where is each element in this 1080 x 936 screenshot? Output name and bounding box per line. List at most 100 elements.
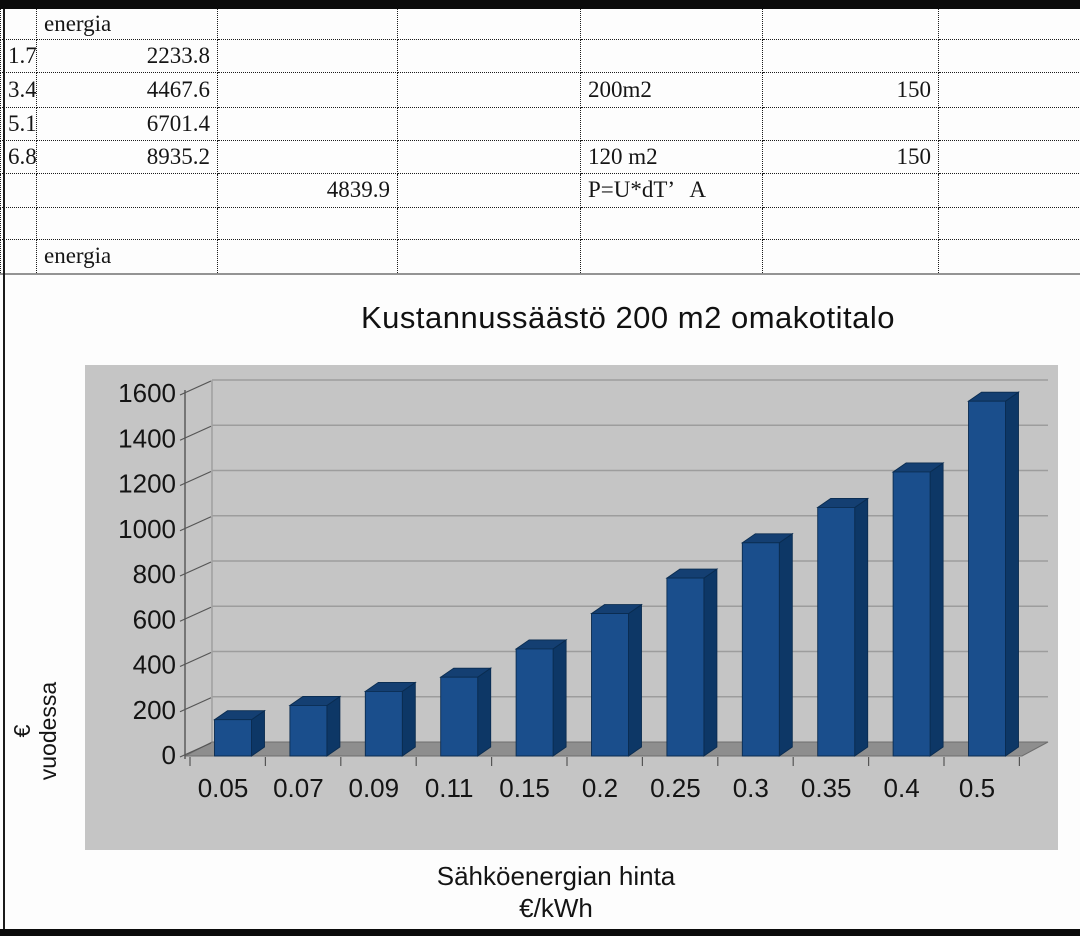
y-tick-label: 200 bbox=[133, 695, 176, 725]
table-row bbox=[0, 206, 1080, 240]
y-tick bbox=[179, 470, 212, 487]
bar bbox=[967, 391, 1020, 757]
table-cell bbox=[0, 206, 37, 240]
y-tick bbox=[179, 742, 212, 758]
table-cell bbox=[217, 71, 398, 108]
x-tick-label: 0.15 bbox=[499, 773, 550, 803]
spreadsheet-table: energia 1.7 2233.8 3.4 4467.6 200m2 150 5.1 6701… bbox=[0, 9, 1080, 275]
table-cell: 150 bbox=[762, 71, 939, 108]
table-cell: 4839.9 bbox=[217, 172, 398, 208]
x-tick-label: 0.11 bbox=[425, 773, 474, 803]
bar-front-face bbox=[364, 690, 403, 757]
y-tick-label: 0 bbox=[162, 740, 176, 770]
x-axis-title-line1: Sähköenergian hinta bbox=[436, 861, 676, 891]
table-cell bbox=[217, 9, 398, 40]
bar-front-face bbox=[892, 471, 931, 757]
table-top-border bbox=[0, 0, 1080, 9]
table-cell bbox=[0, 238, 37, 275]
chart-title: Kustannussäästö 200 m2 omakotitalo bbox=[361, 300, 895, 335]
table-row: energia bbox=[0, 238, 1080, 275]
x-tick-label: 0.07 bbox=[273, 773, 324, 803]
table-cell bbox=[397, 9, 581, 40]
bar bbox=[740, 532, 794, 757]
x-tick-label: 0.25 bbox=[650, 773, 701, 803]
table-cell bbox=[580, 238, 763, 275]
table-cell bbox=[36, 172, 218, 208]
bar-front-face bbox=[440, 676, 479, 757]
x-tick-label: 0.4 bbox=[884, 773, 920, 803]
bar bbox=[514, 639, 568, 757]
x-tick-label: 0.2 bbox=[582, 773, 618, 803]
bar-side-face bbox=[1005, 391, 1019, 757]
bar-side-face bbox=[552, 639, 567, 757]
bar bbox=[439, 667, 493, 757]
bar-side-face bbox=[477, 667, 492, 757]
bar-front-face bbox=[214, 719, 252, 757]
y-tick bbox=[179, 425, 212, 441]
table-cell bbox=[397, 71, 581, 108]
y-tick bbox=[179, 697, 212, 713]
x-tick-label: 0.35 bbox=[801, 773, 852, 803]
table-cell bbox=[938, 206, 1080, 240]
bar-front-face bbox=[515, 648, 554, 757]
table-cell bbox=[580, 106, 763, 141]
x-axis-title-line2: €/kWh bbox=[519, 893, 593, 923]
table-cell bbox=[762, 38, 939, 73]
y-axis-title-line: € bbox=[9, 724, 35, 737]
table-cell bbox=[762, 106, 939, 141]
table-row: 3.4 4467.6 200m2 150 bbox=[0, 71, 1080, 108]
y-tick bbox=[179, 561, 212, 577]
table-cell bbox=[938, 238, 1080, 275]
bar-side-face bbox=[854, 497, 869, 757]
table-cell: 1.7 bbox=[0, 38, 37, 73]
table-cell bbox=[762, 206, 939, 240]
table-cell bbox=[217, 206, 398, 240]
table-cell: 200m2 bbox=[580, 71, 763, 108]
y-tick-label: 600 bbox=[133, 604, 176, 634]
y-tick-label: 400 bbox=[133, 650, 176, 680]
bar-front-face bbox=[741, 542, 780, 757]
x-tick-label: 0.09 bbox=[348, 773, 399, 803]
bar-side-face bbox=[401, 681, 416, 757]
table-cell bbox=[938, 9, 1080, 40]
table-cell bbox=[938, 139, 1080, 174]
table-cell: 3.4 bbox=[0, 71, 37, 108]
table-cell: 6701.4 bbox=[36, 106, 218, 141]
table-cell: energia bbox=[36, 238, 218, 275]
table-cell: 2233.8 bbox=[36, 38, 218, 73]
table-cell bbox=[938, 172, 1080, 208]
y-tick bbox=[179, 516, 212, 532]
bar-side-face bbox=[326, 695, 341, 757]
bar bbox=[665, 568, 719, 757]
page-left-border bbox=[3, 9, 5, 929]
y-tick-label: 1600 bbox=[118, 378, 176, 408]
y-tick-label: 1000 bbox=[118, 514, 176, 544]
bar-side-face bbox=[703, 568, 718, 757]
table-body: energia 1.7 2233.8 3.4 4467.6 200m2 150 5.1 6701… bbox=[0, 9, 1080, 275]
table-cell bbox=[580, 9, 763, 40]
bar-front-face bbox=[289, 705, 328, 757]
y-tick-label: 800 bbox=[133, 559, 176, 589]
table-cell bbox=[938, 71, 1080, 108]
table-cell bbox=[0, 172, 37, 208]
bar-front-face bbox=[591, 613, 629, 757]
page-bottom-border bbox=[0, 929, 1080, 936]
bar-side-face bbox=[778, 532, 793, 757]
bar bbox=[288, 695, 342, 757]
table-cell: energia bbox=[36, 9, 218, 40]
y-tick bbox=[179, 606, 212, 622]
bar-front-face bbox=[817, 507, 856, 757]
table-row: 1.7 2233.8 bbox=[0, 38, 1080, 73]
table-cell bbox=[762, 9, 939, 40]
bar bbox=[363, 681, 417, 757]
bar-front-face bbox=[666, 577, 705, 757]
table-cell bbox=[938, 38, 1080, 73]
table-cell bbox=[938, 106, 1080, 141]
x-tick-label: 0.5 bbox=[959, 773, 995, 803]
table-cell bbox=[397, 38, 581, 73]
table-cell bbox=[580, 38, 763, 73]
table-row: 5.1 6701.4 bbox=[0, 106, 1080, 141]
table-cell bbox=[217, 106, 398, 141]
table-cell: 4467.6 bbox=[36, 71, 218, 108]
